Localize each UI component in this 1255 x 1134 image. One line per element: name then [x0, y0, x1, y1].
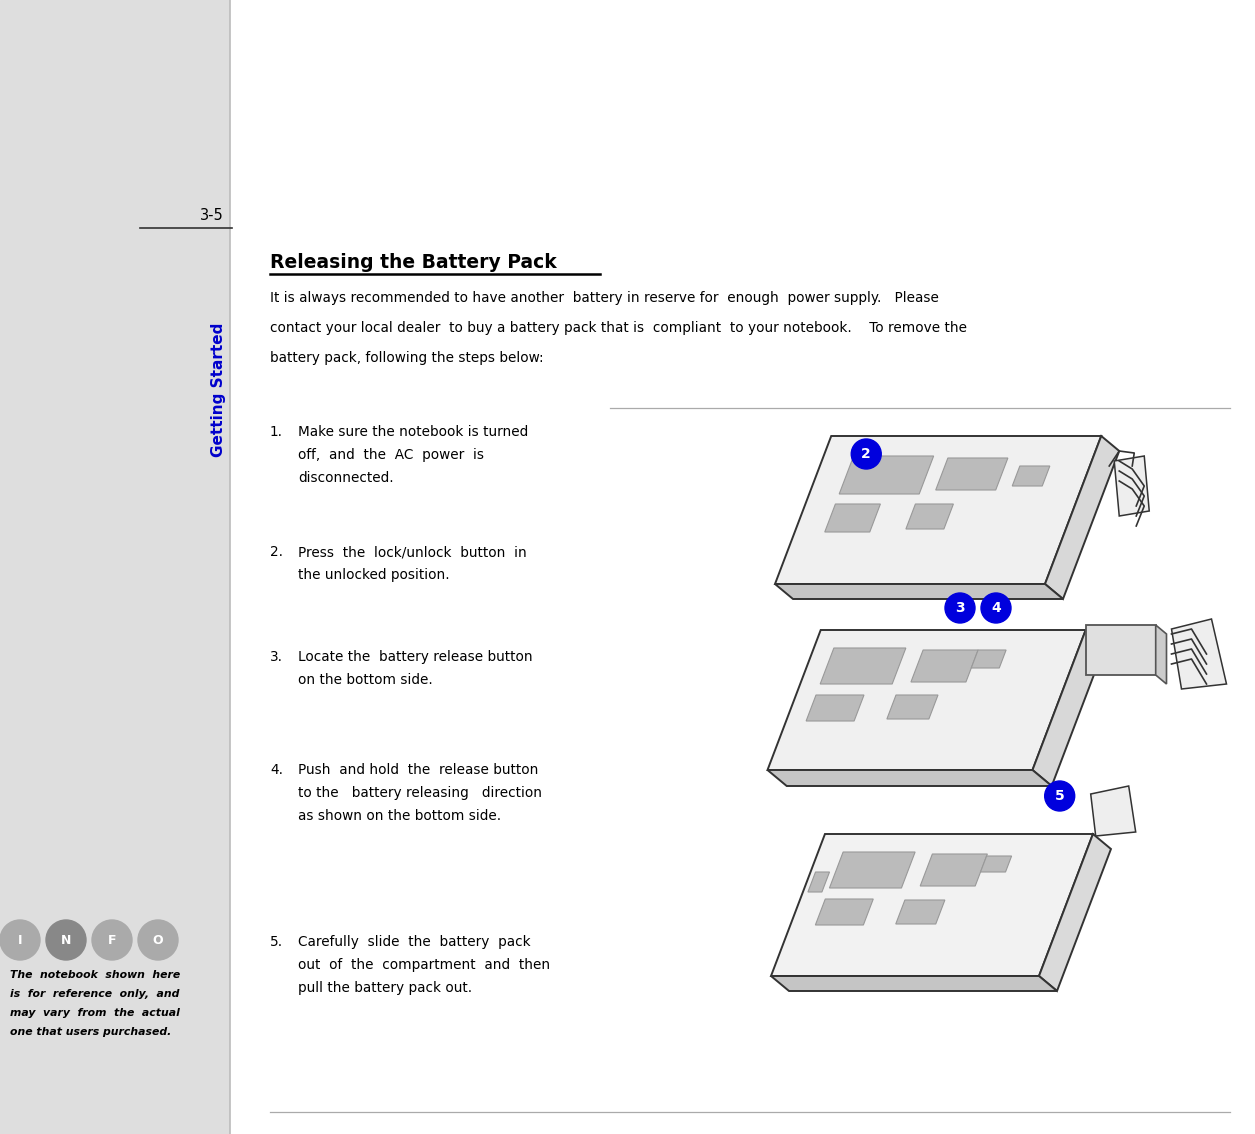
Circle shape [981, 593, 1012, 623]
Bar [0, 0, 230, 1134]
Text: 2: 2 [861, 447, 871, 462]
Text: O: O [153, 933, 163, 947]
Text: out  of  the  compartment  and  then: out of the compartment and then [297, 958, 550, 972]
Text: Make sure the notebook is turned: Make sure the notebook is turned [297, 425, 528, 439]
Text: as shown on the bottom side.: as shown on the bottom side. [297, 809, 501, 823]
Text: Press  the  lock/unlock  button  in: Press the lock/unlock button in [297, 545, 527, 559]
Polygon shape [1045, 435, 1119, 599]
Polygon shape [806, 695, 863, 721]
Text: may  vary  from  the  actual: may vary from the actual [10, 1008, 179, 1018]
Polygon shape [1171, 619, 1226, 689]
Text: 3: 3 [955, 601, 965, 615]
Text: disconnected.: disconnected. [297, 471, 394, 485]
Polygon shape [896, 900, 945, 924]
Circle shape [851, 439, 881, 469]
Polygon shape [808, 872, 830, 892]
Polygon shape [971, 650, 1007, 668]
Polygon shape [911, 650, 978, 682]
Polygon shape [1114, 456, 1150, 516]
Circle shape [945, 593, 975, 623]
Polygon shape [840, 456, 934, 494]
Text: Releasing the Battery Pack: Releasing the Battery Pack [270, 253, 557, 272]
Circle shape [1044, 781, 1074, 811]
Text: 4: 4 [991, 601, 1001, 615]
Polygon shape [821, 648, 906, 684]
Text: Carefully  slide  the  battery  pack: Carefully slide the battery pack [297, 936, 531, 949]
Polygon shape [771, 833, 1093, 976]
Text: Push  and hold  the  release button: Push and hold the release button [297, 763, 538, 777]
Polygon shape [1156, 625, 1166, 684]
Text: on the bottom side.: on the bottom side. [297, 672, 433, 687]
Polygon shape [816, 899, 873, 925]
Polygon shape [920, 854, 988, 886]
Polygon shape [771, 976, 1057, 991]
Text: to the   battery releasing   direction: to the battery releasing direction [297, 786, 542, 799]
Circle shape [46, 920, 87, 960]
Text: battery pack, following the steps below:: battery pack, following the steps below: [270, 352, 543, 365]
Text: 2.: 2. [270, 545, 282, 559]
Text: one that users purchased.: one that users purchased. [10, 1027, 171, 1036]
Polygon shape [776, 435, 1101, 584]
Circle shape [0, 920, 40, 960]
Polygon shape [1013, 466, 1050, 486]
Text: N: N [60, 933, 72, 947]
Bar [230, 0, 1255, 1134]
Polygon shape [906, 503, 954, 528]
Text: 3.: 3. [270, 650, 282, 665]
Text: 5.: 5. [270, 936, 284, 949]
Polygon shape [1033, 631, 1104, 786]
Text: Locate the  battery release button: Locate the battery release button [297, 650, 532, 665]
Polygon shape [825, 503, 881, 532]
Text: 1.: 1. [270, 425, 282, 439]
Text: 4.: 4. [270, 763, 282, 777]
Text: 5: 5 [1054, 789, 1064, 803]
Text: off,  and  the  AC  power  is: off, and the AC power is [297, 448, 484, 462]
Polygon shape [768, 770, 1052, 786]
Polygon shape [887, 695, 937, 719]
Text: F: F [108, 933, 117, 947]
Polygon shape [1086, 625, 1156, 675]
Circle shape [92, 920, 132, 960]
Polygon shape [980, 856, 1012, 872]
Polygon shape [1091, 786, 1136, 836]
Polygon shape [768, 631, 1086, 770]
Text: contact your local dealer  to buy a battery pack that is  compliant  to your not: contact your local dealer to buy a batte… [270, 321, 968, 335]
Text: It is always recommended to have another  battery in reserve for  enough  power : It is always recommended to have another… [270, 291, 939, 305]
Polygon shape [830, 852, 915, 888]
Polygon shape [776, 584, 1063, 599]
Text: the unlocked position.: the unlocked position. [297, 568, 449, 582]
Text: Getting Started: Getting Started [211, 323, 226, 457]
Polygon shape [1039, 833, 1111, 991]
Text: I: I [18, 933, 23, 947]
Circle shape [138, 920, 178, 960]
Polygon shape [936, 458, 1008, 490]
Text: 3-5: 3-5 [201, 208, 223, 223]
Text: is  for  reference  only,  and: is for reference only, and [10, 989, 179, 999]
Text: pull the battery pack out.: pull the battery pack out. [297, 981, 472, 995]
Text: The  notebook  shown  here: The notebook shown here [10, 970, 181, 980]
